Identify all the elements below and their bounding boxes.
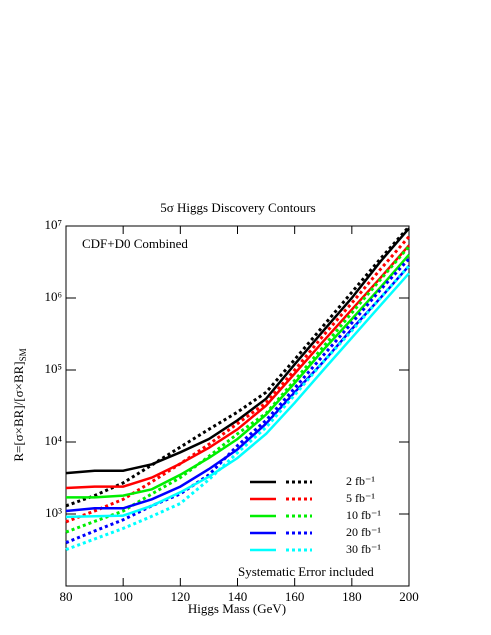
x-tick-label: 200 bbox=[399, 589, 419, 604]
line-dotted bbox=[65, 257, 411, 545]
line-solid bbox=[65, 227, 410, 475]
x-tick-label: 180 bbox=[342, 589, 362, 604]
annotation: CDF+D0 Combined bbox=[82, 236, 188, 251]
x-tick-label: 80 bbox=[60, 589, 73, 604]
y-axis-label: R=[σ×BR]/[σ×BR]SM bbox=[11, 348, 28, 461]
x-tick-label: 140 bbox=[228, 589, 248, 604]
y-tick-label: 10⁶ bbox=[44, 289, 62, 304]
x-tick-label: 120 bbox=[171, 589, 191, 604]
line-solid bbox=[66, 253, 410, 499]
line-dotted bbox=[65, 225, 411, 508]
y-tick-label: 10³ bbox=[45, 505, 62, 520]
x-tick-label: 160 bbox=[285, 589, 305, 604]
line-dotted bbox=[65, 235, 411, 524]
y-axis-label-main: R=[σ×BR]/[σ×BR] bbox=[11, 361, 26, 461]
legend-label: 10 fb⁻¹ bbox=[346, 508, 381, 522]
legend-label: 5 fb⁻¹ bbox=[346, 491, 375, 505]
chart-title: 5σ Higgs Discovery Contours bbox=[160, 200, 315, 215]
y-axis-label-subscript: SM bbox=[18, 348, 28, 361]
annotation: Systematic Error included bbox=[238, 564, 374, 579]
legend-label: 20 fb⁻¹ bbox=[346, 525, 381, 539]
x-tick-label: 100 bbox=[113, 589, 133, 604]
legend-label: 2 fb⁻¹ bbox=[346, 474, 375, 488]
y-tick-label: 10⁴ bbox=[44, 433, 62, 448]
line-solid bbox=[65, 272, 410, 519]
line-dotted bbox=[65, 245, 411, 534]
y-tick-label: 10⁵ bbox=[44, 361, 62, 376]
x-axis-label: Higgs Mass (GeV) bbox=[188, 601, 286, 616]
line-solid bbox=[65, 244, 410, 490]
legend-label: 30 fb⁻¹ bbox=[346, 542, 381, 556]
y-tick-label: 10⁷ bbox=[44, 217, 62, 232]
line-dotted bbox=[65, 264, 411, 552]
